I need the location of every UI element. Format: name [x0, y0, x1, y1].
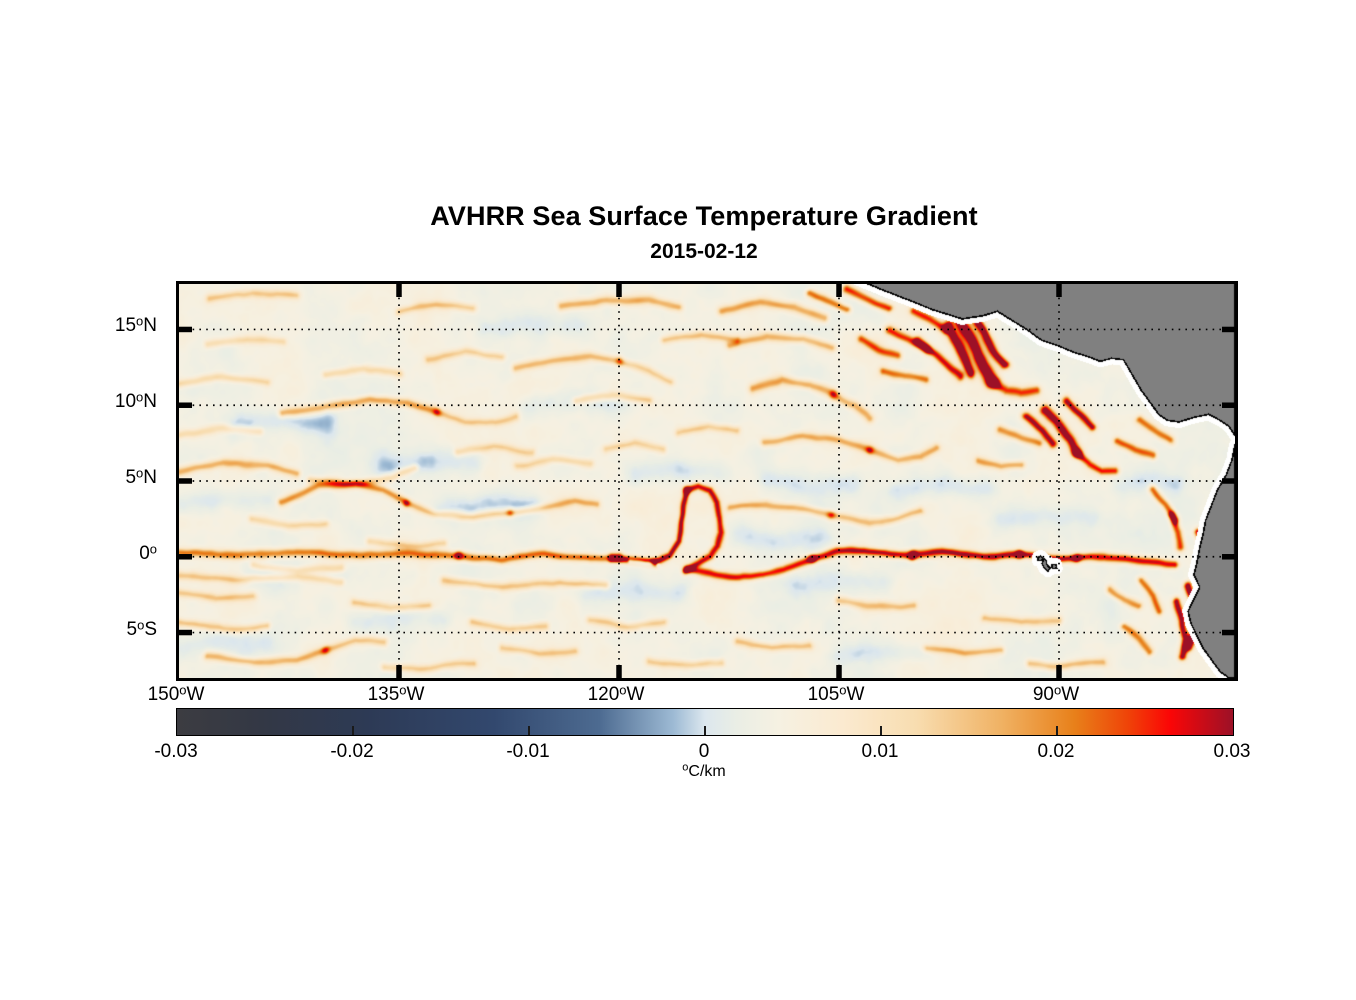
- colorbar-tick-mark: [880, 726, 882, 735]
- y-axis-tick-label: 5oN: [125, 465, 157, 488]
- colorbar-tick-label: 0.02: [1037, 741, 1075, 762]
- page-title: AVHRR Sea Surface Temperature Gradient: [430, 201, 978, 231]
- colorbar-tick-label: 0.01: [861, 741, 899, 762]
- x-axis-tick-label: 150oW: [147, 682, 205, 705]
- y-axis-tick-label: 15oN: [114, 313, 157, 337]
- colorbar-tick-label: 0.03: [1213, 741, 1251, 762]
- colorbar-tick-mark: [352, 726, 354, 735]
- x-axis-tick-label: 120oW: [587, 682, 645, 705]
- colorbar-tick-label: -0.01: [506, 741, 550, 762]
- y-axis-tick-label: 5oS: [126, 616, 158, 640]
- map-clip: [179, 284, 1235, 678]
- colorbar-tick-mark: [1056, 726, 1058, 735]
- x-axis-tick-label: 105oW: [807, 682, 865, 705]
- colorbar-tick-label: 0: [698, 741, 710, 762]
- chart-subtitle-date: 2015-02-12: [650, 240, 758, 263]
- colorbar-units-label: oC/km: [176, 761, 1232, 781]
- title-block: AVHRR Sea Surface Temperature Gradient 2…: [176, 200, 1232, 265]
- sst-gradient-heatmap: [179, 284, 1235, 678]
- colorbar-tick-mark: [704, 726, 706, 735]
- degree-symbol-icon: o: [682, 761, 689, 774]
- x-axis-labels: 150oW 135oW 120oW 105oW 90oW: [148, 681, 1232, 707]
- colorbar-units-text: C/km: [688, 763, 726, 780]
- colorbar-tick-labels: -0.03 -0.02 -0.01 0 0.01 0.02 0.03: [154, 740, 1250, 764]
- y-axis-labels: 15oN 10oN 5oN 0o 5oS: [0, 281, 166, 675]
- x-axis-tick-label: 90oW: [1032, 682, 1080, 705]
- map-plot-area[interactable]: [176, 281, 1238, 681]
- y-axis-tick-label: 10oN: [114, 389, 157, 413]
- colorbar-tick-mark: [528, 726, 530, 735]
- x-axis-tick-label: 135oW: [367, 682, 425, 705]
- colorbar-tick-label: -0.02: [330, 741, 374, 762]
- colorbar[interactable]: [176, 708, 1234, 736]
- y-axis-tick-label: 0o: [139, 541, 157, 564]
- colorbar-tick-label: -0.03: [154, 741, 198, 762]
